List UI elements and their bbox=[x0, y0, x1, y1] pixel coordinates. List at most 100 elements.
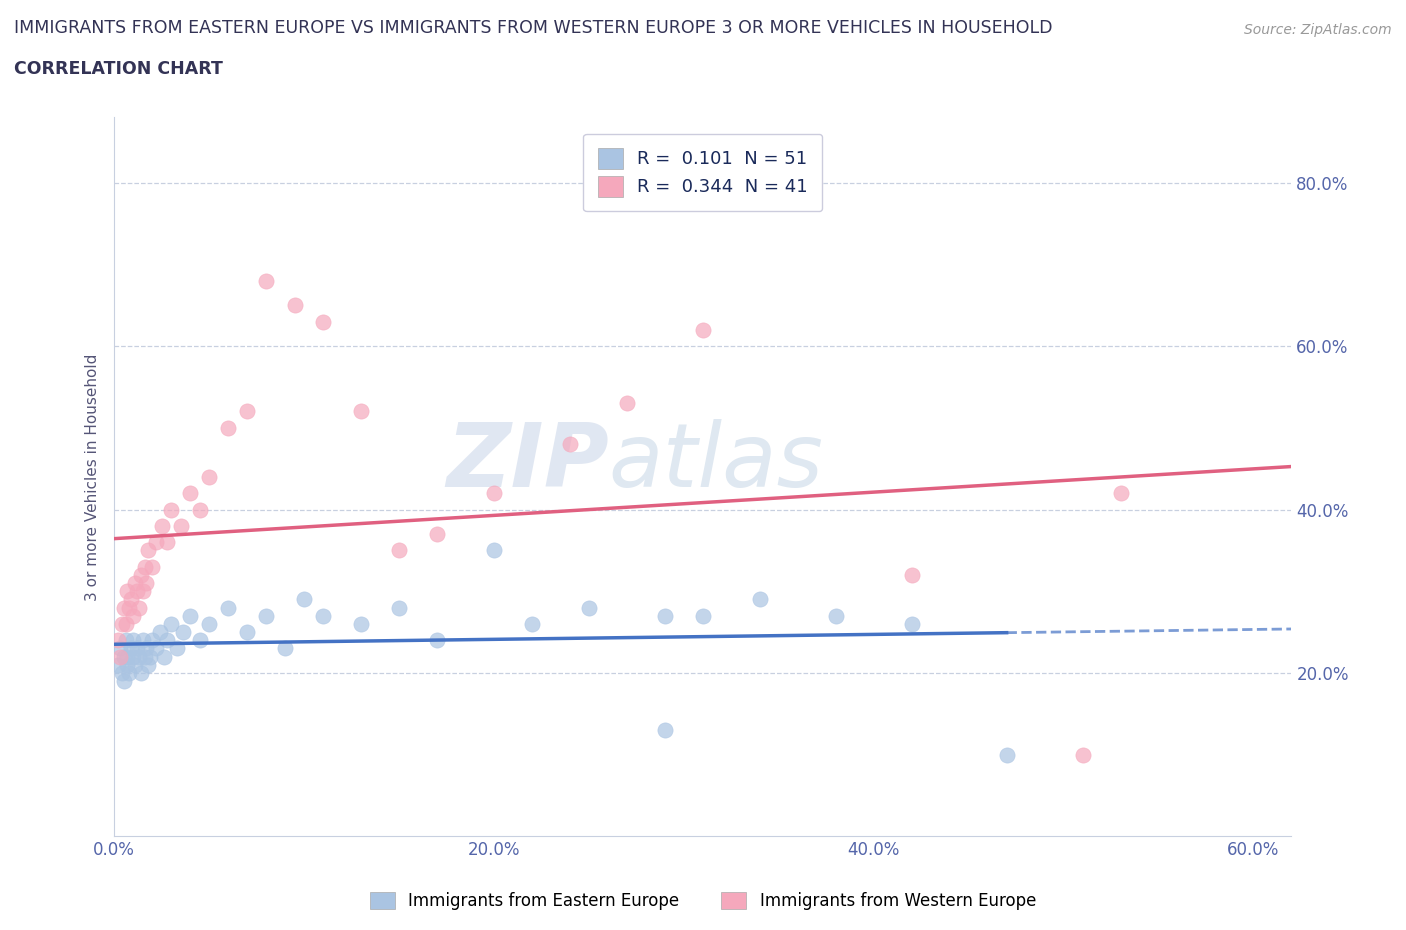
Point bbox=[131, 632, 153, 647]
Point bbox=[131, 584, 153, 599]
Point bbox=[254, 608, 277, 623]
Point bbox=[128, 600, 150, 615]
Point bbox=[108, 649, 131, 664]
Point bbox=[654, 608, 676, 623]
Point bbox=[111, 666, 134, 681]
Legend: Immigrants from Eastern Europe, Immigrants from Western Europe: Immigrants from Eastern Europe, Immigran… bbox=[363, 885, 1043, 917]
Point bbox=[125, 641, 148, 656]
Point bbox=[156, 632, 179, 647]
Text: CORRELATION CHART: CORRELATION CHART bbox=[14, 60, 224, 78]
Point bbox=[426, 632, 449, 647]
Point bbox=[145, 535, 167, 550]
Point bbox=[312, 608, 335, 623]
Point bbox=[520, 617, 543, 631]
Point bbox=[120, 641, 142, 656]
Point bbox=[124, 576, 146, 591]
Point bbox=[558, 437, 581, 452]
Point bbox=[350, 404, 373, 418]
Point bbox=[112, 600, 135, 615]
Point bbox=[188, 632, 211, 647]
Point bbox=[900, 617, 922, 631]
Point bbox=[166, 641, 188, 656]
Point bbox=[134, 559, 156, 574]
Point bbox=[284, 298, 307, 312]
Point bbox=[236, 625, 259, 640]
Point bbox=[149, 625, 172, 640]
Point bbox=[692, 608, 714, 623]
Point bbox=[217, 600, 239, 615]
Point bbox=[112, 649, 135, 664]
Point bbox=[135, 641, 157, 656]
Point bbox=[198, 470, 221, 485]
Point bbox=[824, 608, 846, 623]
Point bbox=[117, 649, 139, 664]
Point bbox=[578, 600, 600, 615]
Point bbox=[107, 658, 129, 672]
Point bbox=[139, 649, 162, 664]
Point bbox=[482, 485, 505, 500]
Point bbox=[616, 396, 638, 411]
Point bbox=[107, 632, 129, 647]
Point bbox=[117, 658, 139, 672]
Point bbox=[141, 559, 163, 574]
Point bbox=[350, 617, 373, 631]
Point bbox=[426, 526, 449, 541]
Point bbox=[482, 543, 505, 558]
Point bbox=[141, 632, 163, 647]
Point bbox=[292, 591, 315, 606]
Point bbox=[150, 518, 173, 533]
Legend: R =  0.101  N = 51, R =  0.344  N = 41: R = 0.101 N = 51, R = 0.344 N = 41 bbox=[583, 134, 823, 211]
Point bbox=[125, 584, 148, 599]
Point bbox=[236, 404, 259, 418]
Point bbox=[654, 723, 676, 737]
Point bbox=[138, 543, 160, 558]
Point bbox=[122, 632, 145, 647]
Y-axis label: 3 or more Vehicles in Household: 3 or more Vehicles in Household bbox=[86, 353, 100, 601]
Point bbox=[274, 641, 297, 656]
Point bbox=[160, 617, 183, 631]
Point bbox=[748, 591, 770, 606]
Point bbox=[117, 584, 139, 599]
Point bbox=[135, 576, 157, 591]
Point bbox=[108, 641, 131, 656]
Point bbox=[995, 747, 1018, 762]
Point bbox=[129, 666, 152, 681]
Point bbox=[122, 608, 145, 623]
Point bbox=[198, 617, 221, 631]
Point bbox=[172, 625, 194, 640]
Point bbox=[152, 649, 174, 664]
Point bbox=[388, 600, 411, 615]
Text: Source: ZipAtlas.com: Source: ZipAtlas.com bbox=[1244, 23, 1392, 37]
Point bbox=[111, 617, 134, 631]
Point bbox=[1071, 747, 1094, 762]
Text: atlas: atlas bbox=[609, 419, 824, 505]
Point bbox=[179, 485, 201, 500]
Point bbox=[114, 617, 136, 631]
Point bbox=[114, 632, 136, 647]
Point bbox=[128, 649, 150, 664]
Point bbox=[254, 273, 277, 288]
Point bbox=[120, 591, 142, 606]
Point bbox=[692, 323, 714, 338]
Point bbox=[900, 567, 922, 582]
Point bbox=[112, 673, 135, 688]
Point bbox=[134, 649, 156, 664]
Point bbox=[1109, 485, 1132, 500]
Point bbox=[217, 420, 239, 435]
Point bbox=[145, 641, 167, 656]
Point bbox=[122, 649, 145, 664]
Point bbox=[156, 535, 179, 550]
Point bbox=[138, 658, 160, 672]
Point bbox=[179, 608, 201, 623]
Text: IMMIGRANTS FROM EASTERN EUROPE VS IMMIGRANTS FROM WESTERN EUROPE 3 OR MORE VEHIC: IMMIGRANTS FROM EASTERN EUROPE VS IMMIGR… bbox=[14, 19, 1053, 36]
Point bbox=[188, 502, 211, 517]
Point bbox=[169, 518, 191, 533]
Point bbox=[129, 567, 152, 582]
Point bbox=[124, 658, 146, 672]
Point bbox=[160, 502, 183, 517]
Text: ZIP: ZIP bbox=[446, 418, 609, 506]
Point bbox=[388, 543, 411, 558]
Point bbox=[312, 314, 335, 329]
Point bbox=[118, 600, 141, 615]
Point bbox=[118, 666, 141, 681]
